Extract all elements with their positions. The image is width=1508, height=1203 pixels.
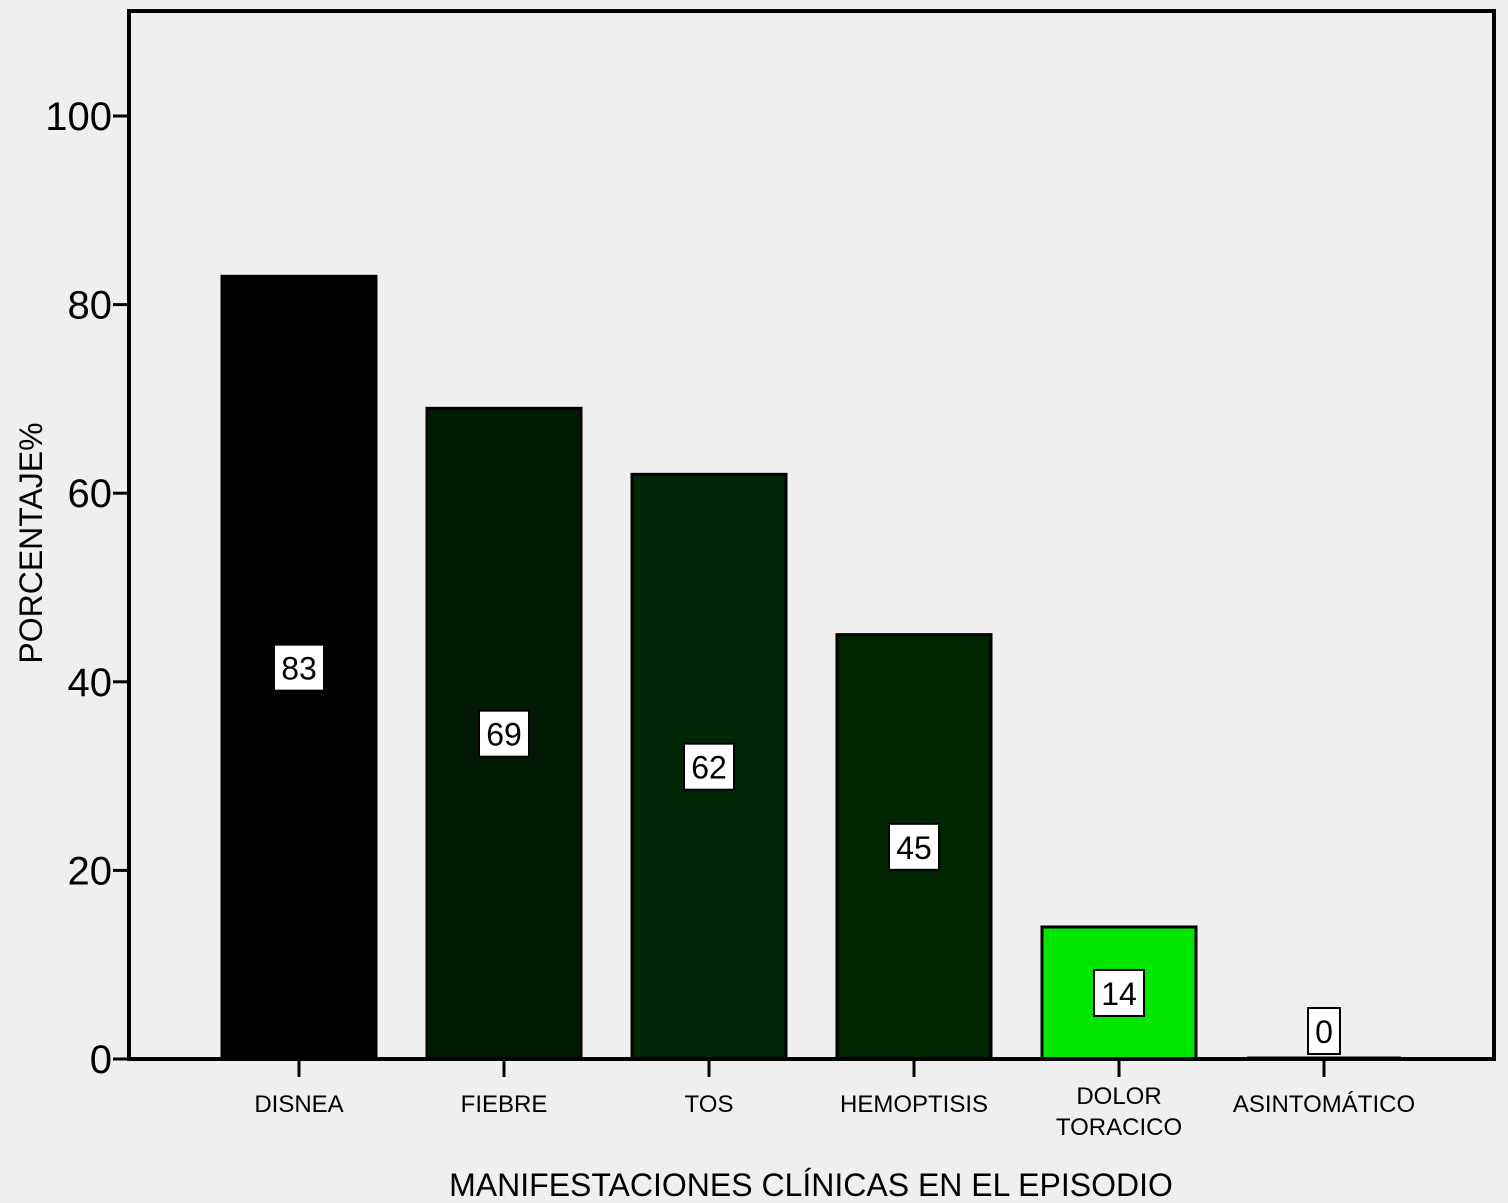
data-label: 45 [896, 830, 932, 866]
data-label-box [478, 709, 530, 758]
data-labels: 83 69 62 45 14 0 [273, 643, 1341, 1055]
x-tick-label: HEMOPTISIS [840, 1091, 988, 1118]
data-label-box [888, 822, 940, 871]
data-label: 83 [281, 651, 317, 687]
data-label-box [1093, 968, 1145, 1017]
x-axis: DISNEA FIEBRE TOS HEMOPTISIS DOLOR TORACICO AS… [129, 1057, 1494, 1141]
x-axis-title: MANIFESTACIONES CLÍNICAS EN EL EPISODIO [449, 1167, 1173, 1203]
y-tick-label: 40 [68, 661, 113, 705]
data-label: 62 [691, 750, 727, 786]
y-tick-label: 20 [68, 849, 113, 893]
data-label-box [1307, 1007, 1341, 1055]
x-tick-label: TOS [685, 1091, 734, 1118]
data-label-box [273, 643, 325, 692]
data-label: 0 [1315, 1014, 1333, 1050]
x-tick-label: FIEBRE [461, 1091, 548, 1118]
y-tick-label: 80 [68, 284, 113, 328]
y-tick-label: 60 [68, 472, 113, 516]
y-axis: 0 20 40 60 80 100 [45, 95, 129, 1082]
data-label: 69 [486, 717, 522, 753]
x-tick-label: ASINTOMÁTICO [1233, 1091, 1415, 1118]
y-tick-label: 100 [45, 95, 112, 139]
x-tick-label: DISNEA [254, 1091, 343, 1118]
x-tick-label: DOLOR TORACICO [1056, 1083, 1182, 1141]
y-tick-label: 0 [90, 1038, 112, 1082]
data-label: 14 [1101, 976, 1137, 1012]
data-label-box [683, 742, 735, 791]
y-axis-title: PORCENTAJE% [13, 422, 49, 663]
